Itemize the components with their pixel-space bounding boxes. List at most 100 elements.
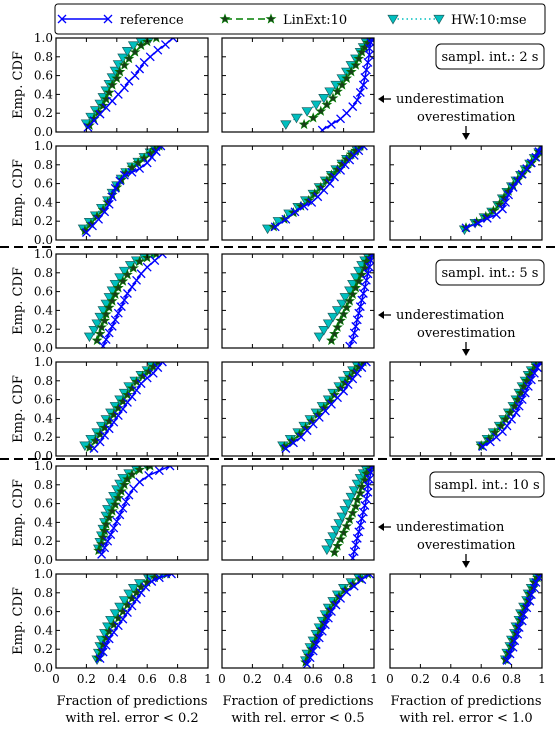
data-point	[332, 540, 343, 551]
data-point	[143, 365, 155, 377]
data-point	[341, 72, 353, 84]
x-tick-label: 0.6	[138, 672, 157, 686]
data-point	[511, 408, 521, 418]
data-point	[103, 625, 115, 636]
data-point	[97, 531, 109, 542]
data-point	[358, 289, 368, 298]
data-point	[357, 295, 367, 305]
x-tick-label: 0.8	[168, 672, 187, 686]
data-point	[127, 392, 137, 402]
legend-box	[54, 3, 546, 35]
legend-marker	[265, 13, 277, 24]
data-point	[281, 214, 291, 224]
y-tick-label: 0.4	[34, 411, 53, 425]
data-point	[529, 368, 539, 378]
data-point	[522, 603, 532, 613]
data-point	[142, 373, 152, 383]
y-tick-label: 1.0	[34, 139, 53, 153]
data-point	[146, 466, 154, 471]
data-point	[154, 574, 164, 583]
data-point	[350, 59, 362, 70]
data-point	[111, 72, 123, 84]
data-point	[488, 205, 499, 216]
data-point	[134, 255, 146, 267]
series-line-reference	[306, 574, 370, 665]
data-point	[122, 608, 132, 617]
data-point	[345, 492, 357, 503]
data-point	[299, 201, 309, 211]
data-point	[536, 362, 542, 367]
panel-r5c2	[221, 465, 375, 561]
data-point	[517, 169, 527, 179]
panel-r1c2	[221, 37, 375, 133]
data-point	[327, 312, 339, 323]
panel-frame	[221, 253, 375, 349]
overestimation-label: overestimation	[417, 538, 516, 553]
data-point	[99, 422, 111, 433]
data-point	[513, 176, 523, 186]
down-arrow-head	[462, 561, 470, 568]
data-point	[307, 112, 319, 123]
data-point	[118, 479, 130, 490]
data-point	[482, 213, 492, 223]
data-point	[118, 503, 128, 513]
data-point	[116, 485, 127, 497]
data-point	[168, 38, 178, 43]
y-axis-label: Emp. CDF	[11, 375, 26, 443]
data-point	[498, 427, 507, 437]
panel-series	[83, 254, 167, 348]
y-tick-label: 1.0	[34, 31, 53, 45]
data-point	[342, 587, 352, 597]
y-tick-label: 0.4	[34, 195, 53, 209]
data-point	[360, 282, 370, 292]
data-point	[320, 620, 330, 630]
y-axis-label: Emp. CDF	[11, 587, 26, 655]
data-point	[505, 649, 515, 659]
data-point	[305, 653, 315, 663]
data-point	[363, 481, 373, 491]
data-point	[333, 519, 345, 529]
data-point	[341, 301, 352, 313]
data-point	[478, 442, 488, 452]
x-tick-label: 0.8	[334, 672, 353, 686]
data-point	[364, 43, 374, 53]
legend-marker	[57, 14, 67, 24]
data-point	[523, 381, 533, 391]
legend-label: reference	[120, 13, 184, 28]
panel-series	[280, 38, 374, 132]
panel-series	[321, 466, 374, 560]
underestimation-label: underestimation	[396, 308, 505, 323]
panel-frame	[55, 253, 209, 349]
data-point	[135, 477, 145, 487]
data-point	[513, 629, 523, 639]
y-tick-label: 0.0	[34, 125, 53, 139]
data-point	[495, 420, 507, 431]
data-point	[357, 575, 367, 585]
data-point	[348, 102, 358, 112]
data-point	[109, 288, 121, 300]
data-point	[352, 368, 362, 378]
data-point	[356, 269, 368, 280]
data-point	[150, 256, 160, 266]
data-point	[112, 517, 122, 526]
data-point	[101, 640, 111, 650]
data-point	[107, 192, 117, 202]
y-tick-label: 0.6	[34, 285, 53, 299]
data-point	[114, 66, 126, 77]
y-tick-label: 1.0	[34, 567, 53, 581]
data-point	[330, 525, 342, 536]
data-point	[344, 513, 355, 525]
data-point	[151, 147, 161, 157]
data-point	[338, 308, 350, 319]
panel-r4c2	[221, 361, 375, 457]
data-point	[531, 152, 541, 162]
x-tick-label: 1	[370, 672, 378, 686]
y-tick-label: 1.0	[34, 459, 53, 473]
data-point	[94, 428, 106, 440]
data-point	[348, 335, 358, 344]
x-axis-label: with rel. error < 0.5	[231, 711, 364, 726]
data-point	[332, 321, 343, 332]
y-tick-label: 0.6	[34, 393, 53, 407]
x-tick-label: 1	[538, 672, 546, 686]
data-point	[351, 540, 361, 550]
